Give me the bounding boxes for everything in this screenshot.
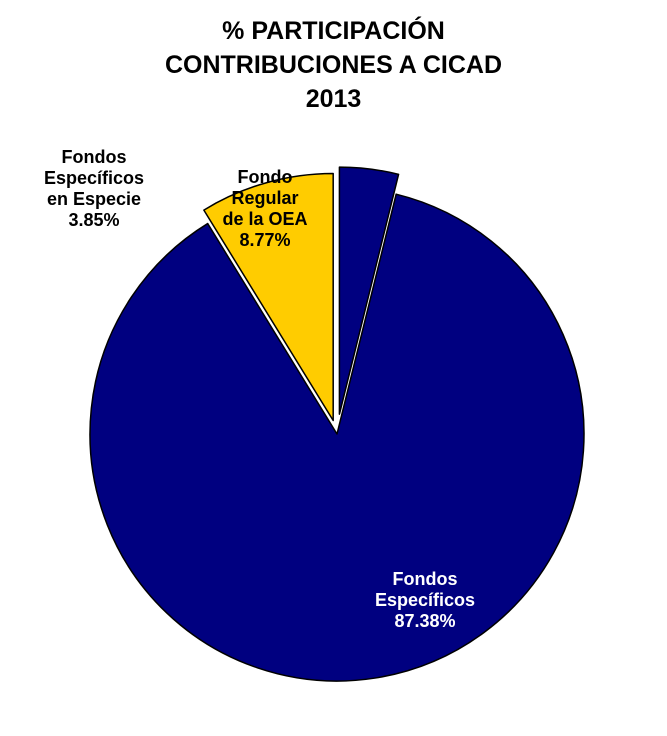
slice-label-3-line-3: 87.38%	[394, 611, 455, 631]
chart-title-line-3: 2013	[305, 85, 362, 113]
pie-slice-2	[338, 166, 400, 415]
slice-label-1-line-1: Fondo	[238, 167, 293, 187]
slice-label-1: Fondo Regular de la OEA 8.77%	[222, 167, 307, 250]
slice-label-1-line-3: de la OEA	[222, 209, 307, 229]
slice-label-3-line-2: Específicos	[375, 590, 475, 610]
slice-label-2: Fondos Específicos en Especie 3.85%	[44, 147, 144, 230]
chart-title-line-2: CONTRIBUCIONES A CICAD	[164, 51, 503, 79]
chart-title: % PARTICIPACIÓN CONTRIBUCIONES A CICAD 2…	[0, 14, 667, 116]
slice-label-3-line-1: Fondos	[393, 569, 458, 589]
slice-label-1-line-2: Regular	[231, 188, 298, 208]
slice-label-2-line-4: 3.85%	[68, 210, 119, 230]
slice-label-2-line-2: Específicos	[44, 168, 144, 188]
slice-label-2-line-3: en Especie	[47, 189, 141, 209]
slice-label-2-line-1: Fondos	[62, 147, 127, 167]
pie-slice-1	[203, 172, 334, 422]
chart-title-line-1: % PARTICIPACIÓN	[222, 17, 445, 45]
slice-label-1-line-4: 8.77%	[239, 230, 290, 250]
pie-slice-3	[89, 193, 585, 682]
slice-label-3: Fondos Específicos 87.38%	[375, 569, 475, 631]
